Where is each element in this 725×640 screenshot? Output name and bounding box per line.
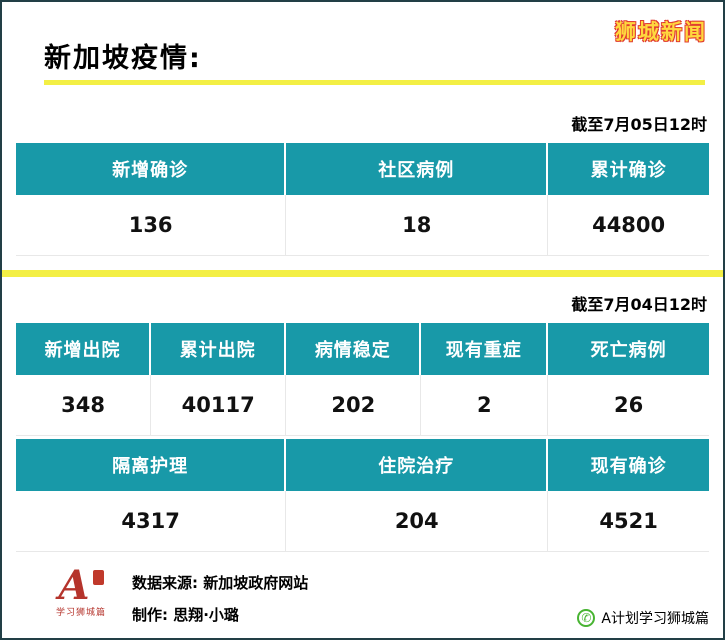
- table-header-cell: 现有重症: [421, 323, 549, 375]
- wechat-icon: ✆: [577, 609, 596, 627]
- table-value-cell: 40117: [151, 375, 287, 436]
- table-value-cell: 2: [421, 375, 549, 436]
- wechat-account-row: ✆ A计划学习狮城篇: [577, 608, 709, 628]
- table-value-cell: 204: [286, 491, 549, 552]
- table-value-cell: 348: [16, 375, 152, 436]
- table-value-row: 4317 204 4521: [16, 491, 709, 552]
- table-value-row: 136 18 44800: [16, 195, 709, 256]
- table-value-row: 348 40117 202 2 26: [16, 375, 709, 436]
- table-value-cell: 44800: [548, 195, 709, 256]
- table-header-cell: 病情稳定: [286, 323, 422, 375]
- title-underline: [44, 80, 705, 85]
- table-header-cell: 累计出院: [151, 323, 287, 375]
- table-value-cell: 18: [286, 195, 549, 256]
- table-header-cell: 社区病例: [286, 143, 549, 195]
- table-value-cell: 4317: [16, 491, 287, 552]
- table-header-cell: 死亡病例: [548, 323, 709, 375]
- table-header-cell: 现有确诊: [548, 439, 709, 491]
- footer: A 学习狮城篇 数据来源: 新加坡政府网站 制作: 思翔·小璐: [16, 566, 709, 631]
- table-header-row: 新增出院 累计出院 病情稳定 现有重症 死亡病例: [16, 323, 709, 375]
- wechat-account-label: A计划学习狮城篇: [601, 611, 709, 627]
- stats-table-bottom: 隔离护理 住院治疗 现有确诊 4317 204 4521: [16, 439, 709, 552]
- as-of-date-bottom: 截至7月04日12时: [571, 295, 707, 314]
- table-header-row: 隔离护理 住院治疗 现有确诊: [16, 439, 709, 491]
- table-header-cell: 隔离护理: [16, 439, 287, 491]
- table-header-row: 新增确诊 社区病例 累计确诊: [16, 143, 709, 195]
- seal-icon: [92, 570, 104, 585]
- table-header-cell: 住院治疗: [286, 439, 549, 491]
- credit-line: 制作: 思翔·小璐: [132, 605, 239, 624]
- table-header-cell: 累计确诊: [548, 143, 709, 195]
- credits-block: 数据来源: 新加坡政府网站 制作: 思翔·小璐: [132, 566, 308, 631]
- stats-table-middle: 新增出院 累计出院 病情稳定 现有重症 死亡病例 348 40117 202 2…: [16, 323, 709, 436]
- data-source-line: 数据来源: 新加坡政府网站: [132, 574, 309, 592]
- table-header-cell: 新增出院: [16, 323, 152, 375]
- table-value-cell: 4521: [548, 491, 709, 552]
- table-value-cell: 26: [548, 375, 709, 436]
- stats-table-top: 新增确诊 社区病例 累计确诊 136 18 44800: [16, 143, 709, 256]
- table-header-cell: 新增确诊: [16, 143, 287, 195]
- logo-subtitle: 学习狮城篇: [55, 608, 106, 618]
- brand-logo: 狮城新闻: [615, 20, 707, 44]
- logo-a-icon: A: [58, 562, 90, 609]
- section-divider: [2, 270, 723, 277]
- page-title: 新加坡疫情:: [44, 43, 202, 74]
- table-value-cell: 136: [16, 195, 287, 256]
- maker-logo: A 学习狮城篇: [46, 566, 116, 618]
- table-value-cell: 202: [286, 375, 422, 436]
- as-of-date-top: 截至7月05日12时: [571, 115, 707, 134]
